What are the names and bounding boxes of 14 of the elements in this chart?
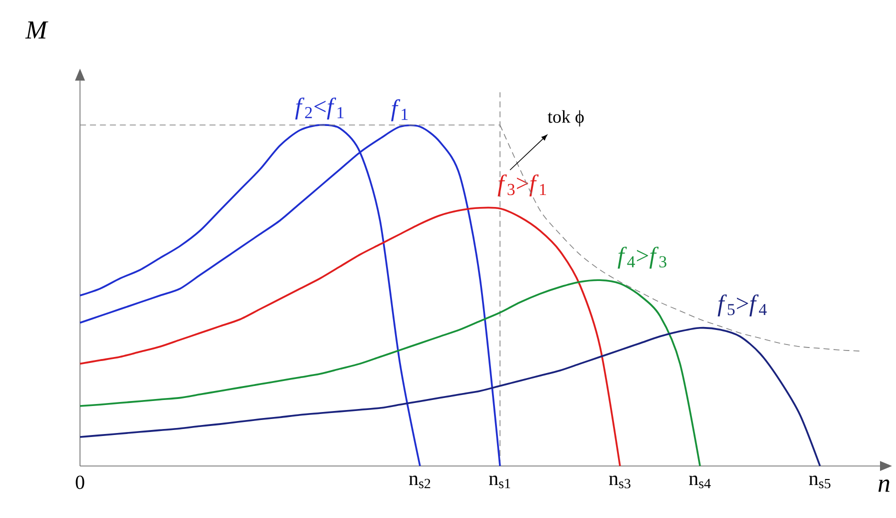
y-axis-title: M <box>25 22 48 38</box>
x-tick-label: n$_{s5}$ <box>809 476 830 488</box>
x-axis-title: n <box>878 480 890 492</box>
x-tick-label: 0 <box>76 476 84 490</box>
series-label: f$_{5}$>f$_{4}$ <box>718 294 767 316</box>
x-tick-label: n$_{s1}$ <box>489 476 510 488</box>
series-label: f$_{3}$>f$_{1}$ <box>498 174 546 196</box>
annotation: tok ϕ <box>548 110 584 126</box>
x-tick-label: n$_{s3}$ <box>609 476 630 488</box>
x-tick-label: n$_{s4}$ <box>689 476 711 488</box>
series-label: f$_{4}$>f$_{3}$ <box>618 246 666 269</box>
x-tick-label: n$_{s2}$ <box>409 476 430 488</box>
series-label: f$_{1}$ <box>391 99 408 122</box>
series-label: f$_{2}$<f$_{1}$ <box>295 98 344 120</box>
